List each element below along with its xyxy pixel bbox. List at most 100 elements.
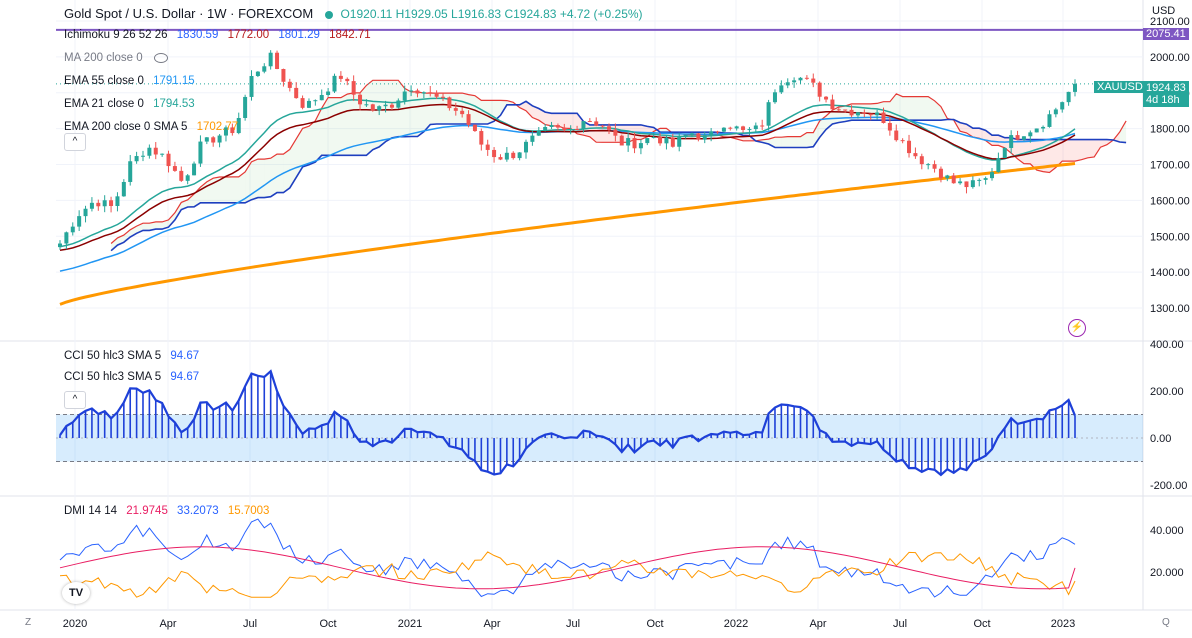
candle-body [485, 144, 490, 150]
cloud-segment [660, 128, 667, 133]
cloud-segment [1055, 139, 1063, 168]
ema55-label: EMA 55 close 0 [64, 75, 144, 87]
candle-body [907, 140, 912, 154]
candle-body [613, 129, 618, 136]
candle-body [179, 170, 184, 181]
candle-body [102, 200, 107, 207]
time-tick-label: Apr [483, 618, 500, 630]
ema200-line [59, 162, 1076, 306]
ichimoku-span-b-line [110, 100, 1127, 252]
dmi-plus-line [59, 518, 1076, 598]
cloud-segment [232, 176, 239, 203]
candle-body [492, 149, 497, 158]
ema55-legend[interactable]: EMA 55 close 0 1791.15 [64, 75, 195, 87]
cloud-segment [340, 94, 348, 156]
candle-body [875, 112, 880, 116]
candle-body [147, 147, 152, 156]
currency-label[interactable]: USD [1152, 5, 1176, 17]
cloud-segment [557, 113, 565, 129]
time-tick-label: 2021 [398, 618, 422, 630]
candle-body [109, 200, 114, 207]
candle-body [715, 131, 720, 133]
cci-line [59, 369, 1077, 477]
dmi-label: DMI 14 14 [64, 505, 118, 517]
candle-body [689, 133, 694, 135]
candle-body [964, 181, 969, 188]
cloud-segment [385, 80, 392, 142]
collapse-legend-button[interactable]: ^ [64, 133, 86, 151]
candle-body [926, 164, 931, 166]
candle-body [377, 106, 382, 111]
cloud-segment [264, 158, 271, 198]
symbol-title: Gold Spot / U.S. Dollar · 1W · FOREXCOM [64, 6, 314, 21]
candle-body [619, 135, 624, 146]
ma200-legend[interactable]: MA 200 close 0 [64, 52, 168, 64]
cloud-segment [174, 202, 182, 220]
cci-tick-label: 200.00 [1150, 386, 1184, 398]
cci-label-1: CCI 50 hlc3 SMA 5 [64, 350, 162, 362]
candle-body [1015, 135, 1020, 140]
candle-body [198, 141, 203, 164]
candle-body [600, 125, 605, 127]
candle-body [581, 121, 586, 130]
cloud-segment [870, 103, 878, 121]
symbol-legend[interactable]: Gold Spot / U.S. Dollar · 1W · FOREXCOM … [64, 6, 643, 21]
cloud-segment [187, 194, 195, 207]
candle-body [389, 104, 394, 108]
candle-body [562, 127, 567, 131]
cloud-segment [353, 92, 361, 156]
candle-body [696, 133, 701, 140]
candle-body [115, 196, 120, 207]
lightning-icon[interactable]: ⚡ [1068, 319, 1086, 337]
time-tick-label: Jul [893, 618, 907, 630]
candle-body [1009, 135, 1014, 148]
cci-legend-2[interactable]: CCI 50 hlc3 SMA 5 94.67 [64, 371, 199, 383]
candle-body [511, 152, 516, 159]
cloud-segment [347, 92, 354, 156]
candle-body [721, 127, 726, 132]
cloud-segment [551, 113, 558, 127]
candle-body [849, 109, 854, 116]
candle-body [1060, 102, 1065, 110]
candle-body [766, 102, 771, 126]
candle-body [843, 109, 848, 111]
time-tick-label: Jul [566, 618, 580, 630]
ema200-legend[interactable]: EMA 200 close 0 SMA 5 1702.77 [64, 121, 238, 133]
market-status-icon [324, 10, 333, 19]
cloud-segment [992, 135, 999, 146]
zoom-button[interactable]: Z [25, 617, 32, 628]
candle-body [983, 178, 988, 180]
cloud-segment [921, 96, 929, 121]
collapse-cci-button[interactable]: ^ [64, 391, 86, 409]
cloud-segment [1062, 139, 1069, 162]
tradingview-logo[interactable]: TV [62, 582, 90, 604]
hidden-eye-icon[interactable] [153, 52, 168, 63]
cloud-segment [1094, 139, 1101, 157]
candle-body [568, 129, 573, 131]
dmi-legend[interactable]: DMI 14 14 21.9745 33.2073 15.7003 [64, 505, 269, 517]
cloud-segment [768, 137, 775, 148]
candle-body [651, 136, 656, 139]
candle-body [977, 179, 982, 181]
cci-tick-label: -200.00 [1150, 480, 1187, 492]
candle-body [128, 161, 133, 182]
candle-body [472, 124, 477, 132]
ichimoku-value-4: 1842.71 [329, 29, 371, 41]
dmi-lines [59, 518, 1076, 598]
candle-body [140, 155, 145, 157]
cloud-segment [564, 113, 571, 129]
candle-body [281, 69, 286, 82]
price-tick-label: 1400.00 [1150, 267, 1190, 279]
dmi-value-3: 15.7003 [227, 505, 270, 517]
candle-body [306, 100, 311, 108]
cloud-segment [411, 91, 418, 137]
candle-body [1053, 109, 1058, 115]
cloud-segment [596, 124, 603, 143]
cci-legend-1[interactable]: CCI 50 hlc3 SMA 5 94.67 [64, 350, 199, 362]
ichimoku-legend[interactable]: Ichimoku 9 26 52 26 1830.59 1772.00 1801… [64, 29, 371, 41]
ema21-legend[interactable]: EMA 21 close 0 1794.53 [64, 98, 195, 110]
cloud-segment [1119, 120, 1127, 143]
cloud-segment [972, 128, 980, 139]
settings-button[interactable]: Q [1162, 617, 1170, 628]
